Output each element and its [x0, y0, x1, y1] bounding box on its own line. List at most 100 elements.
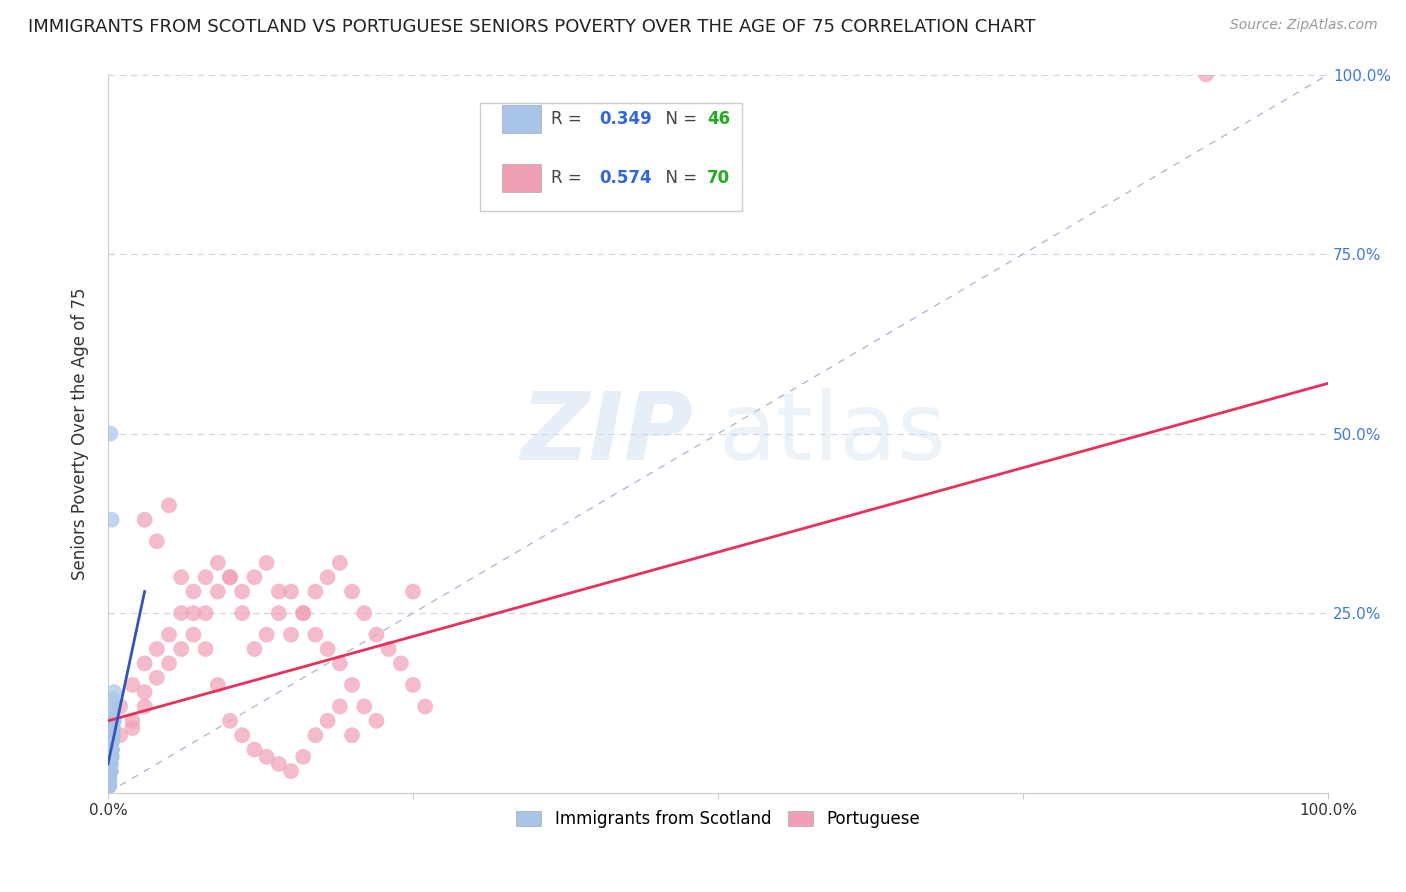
Point	[101, 714, 124, 728]
Point	[267, 756, 290, 771]
Point	[231, 728, 253, 742]
Point	[101, 721, 124, 735]
Point	[340, 728, 363, 742]
Text: R =: R =	[551, 169, 586, 187]
Text: IMMIGRANTS FROM SCOTLAND VS PORTUGUESE SENIORS POVERTY OVER THE AGE OF 75 CORREL: IMMIGRANTS FROM SCOTLAND VS PORTUGUESE S…	[28, 18, 1036, 36]
Text: R =: R =	[551, 111, 586, 128]
Point	[100, 735, 122, 749]
Point	[101, 728, 124, 742]
Point	[100, 764, 122, 778]
Point	[98, 772, 121, 786]
Point	[256, 556, 278, 570]
Point	[98, 756, 121, 771]
Point	[98, 779, 121, 793]
Point	[100, 764, 122, 778]
Point	[100, 728, 122, 742]
Point	[366, 628, 388, 642]
Point	[101, 721, 124, 735]
Point	[304, 728, 326, 742]
Point	[98, 772, 121, 786]
Point	[280, 584, 302, 599]
Text: 0.574: 0.574	[600, 169, 652, 187]
Point	[170, 606, 193, 620]
Point	[100, 764, 122, 778]
Point	[219, 714, 242, 728]
Text: ZIP: ZIP	[520, 388, 693, 480]
Point	[340, 678, 363, 692]
Point	[100, 742, 122, 756]
Point	[121, 721, 143, 735]
Point	[402, 584, 425, 599]
Point	[256, 749, 278, 764]
Point	[108, 728, 131, 742]
Point	[101, 728, 124, 742]
Text: 0.349: 0.349	[600, 111, 652, 128]
Text: N =: N =	[655, 169, 702, 187]
Point	[267, 584, 290, 599]
Point	[100, 756, 122, 771]
Point	[183, 628, 205, 642]
Point	[146, 671, 169, 685]
Point	[194, 570, 217, 584]
Point	[134, 513, 156, 527]
Point	[98, 779, 121, 793]
Text: 46: 46	[707, 111, 730, 128]
Point	[183, 584, 205, 599]
Point	[267, 606, 290, 620]
Point	[292, 606, 315, 620]
Point	[329, 699, 352, 714]
Point	[98, 772, 121, 786]
Point	[108, 699, 131, 714]
Point	[121, 678, 143, 692]
Point	[256, 628, 278, 642]
Point	[304, 584, 326, 599]
Point	[134, 699, 156, 714]
Y-axis label: Seniors Poverty Over the Age of 75: Seniors Poverty Over the Age of 75	[72, 287, 89, 580]
Text: Source: ZipAtlas.com: Source: ZipAtlas.com	[1230, 18, 1378, 32]
Point	[100, 764, 122, 778]
Point	[98, 779, 121, 793]
Point	[134, 657, 156, 671]
Point	[329, 657, 352, 671]
Point	[377, 642, 399, 657]
Point	[316, 642, 339, 657]
Point	[231, 584, 253, 599]
Point	[146, 642, 169, 657]
Point	[194, 606, 217, 620]
Point	[100, 764, 122, 778]
Point	[103, 699, 125, 714]
Point	[170, 570, 193, 584]
Point	[101, 692, 124, 706]
Point	[243, 742, 266, 756]
Point	[98, 779, 121, 793]
Point	[100, 735, 122, 749]
Point	[1195, 68, 1218, 82]
Point	[207, 678, 229, 692]
Point	[157, 499, 180, 513]
Point	[100, 756, 122, 771]
Point	[100, 749, 122, 764]
Point	[207, 584, 229, 599]
Point	[100, 742, 122, 756]
Point	[243, 642, 266, 657]
Point	[304, 628, 326, 642]
Point	[100, 513, 122, 527]
Point	[329, 556, 352, 570]
Point	[219, 570, 242, 584]
Point	[103, 714, 125, 728]
Point	[103, 685, 125, 699]
Point	[146, 534, 169, 549]
Text: N =: N =	[655, 111, 702, 128]
Point	[121, 714, 143, 728]
Point	[280, 628, 302, 642]
Point	[100, 764, 122, 778]
Point	[100, 749, 122, 764]
Point	[231, 606, 253, 620]
Point	[402, 678, 425, 692]
Point	[100, 728, 122, 742]
Point	[100, 756, 122, 771]
Point	[340, 584, 363, 599]
Point	[183, 606, 205, 620]
Point	[316, 570, 339, 584]
FancyBboxPatch shape	[502, 105, 541, 134]
